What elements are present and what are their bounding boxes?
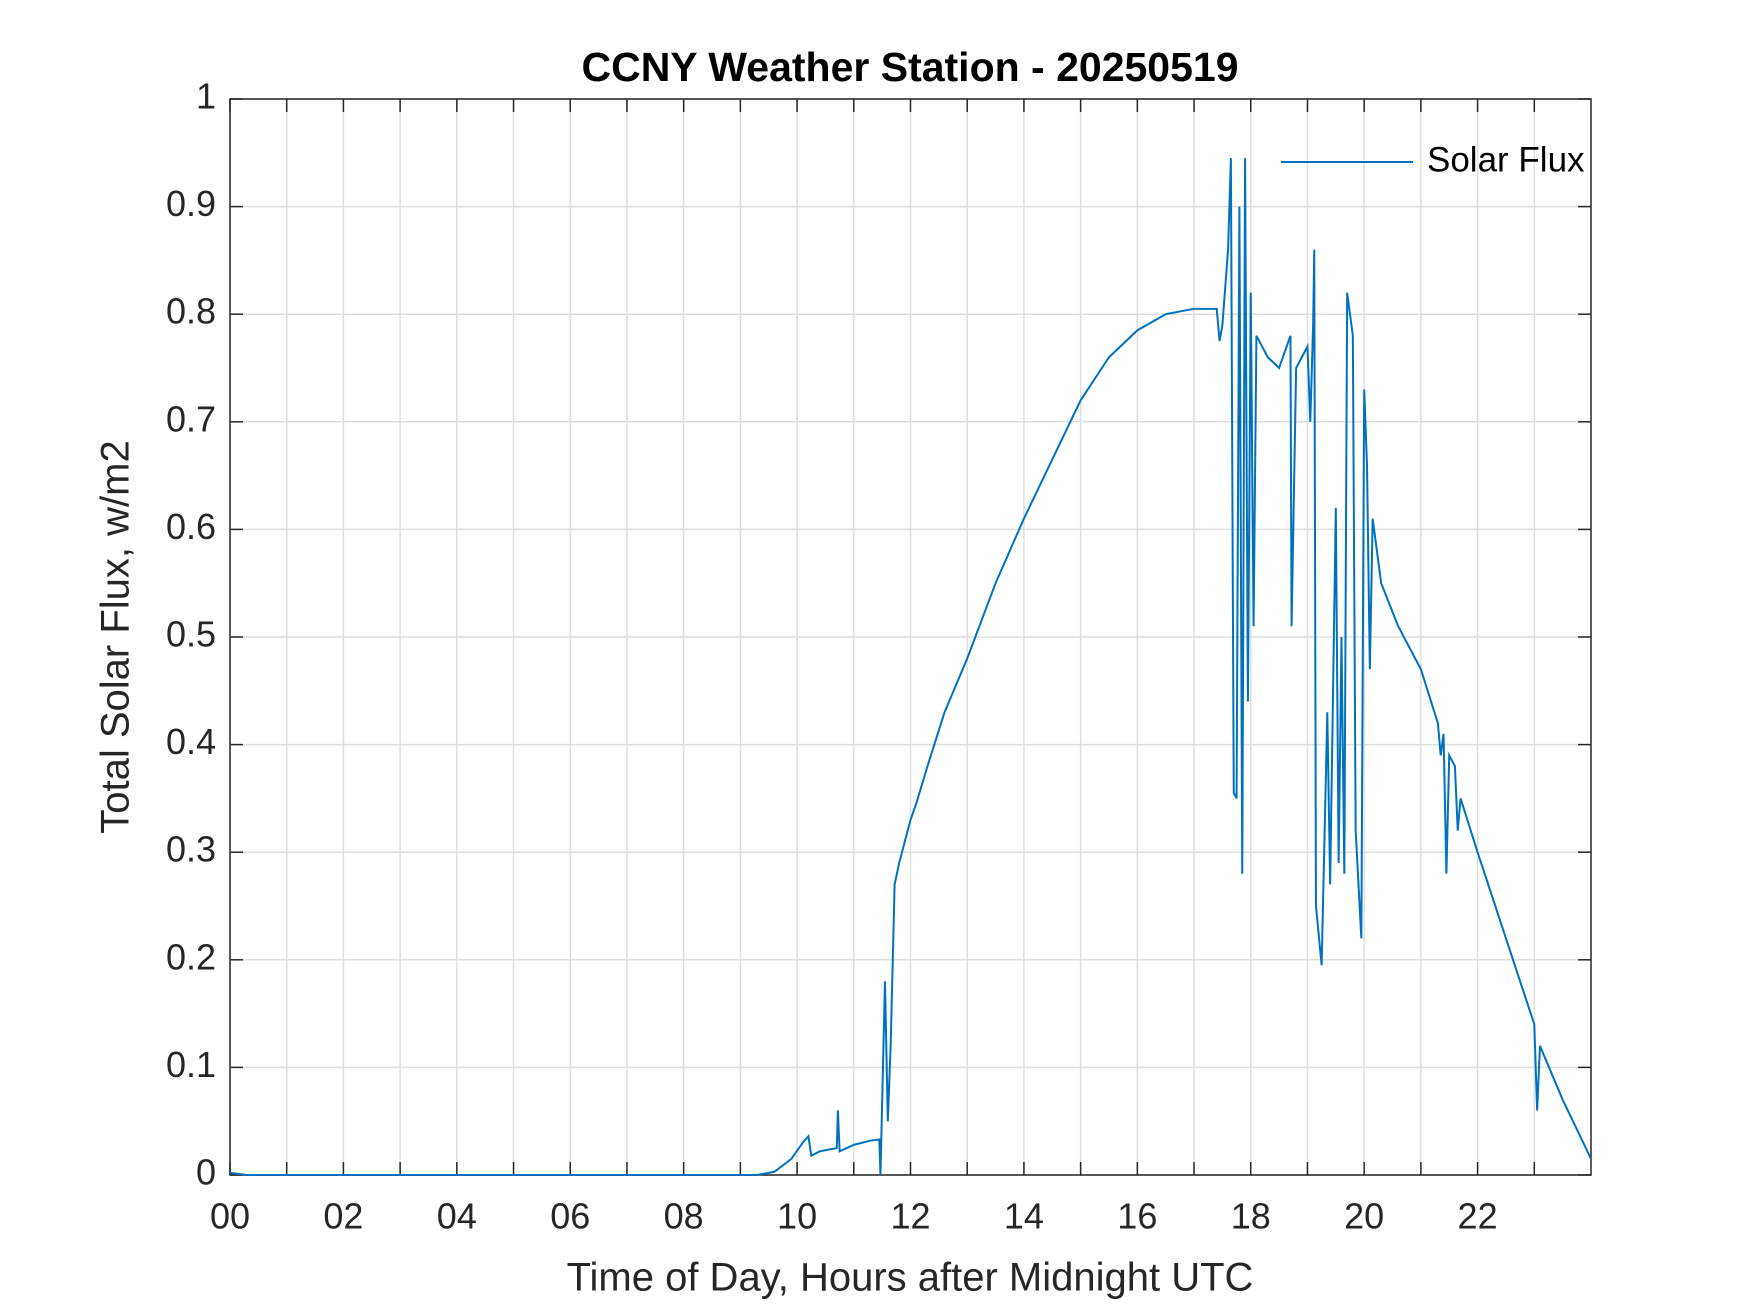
x-tick-label: 04 — [437, 1196, 477, 1237]
x-tick-label: 10 — [777, 1196, 817, 1237]
y-tick-label: 0.7 — [166, 398, 216, 439]
y-tick-label: 0.8 — [166, 291, 216, 332]
y-tick-label: 0.2 — [166, 936, 216, 977]
x-tick-label: 06 — [550, 1196, 590, 1237]
x-tick-label: 18 — [1231, 1196, 1271, 1237]
chart-title: CCNY Weather Station - 20250519 — [581, 44, 1238, 90]
x-tick-label: 20 — [1344, 1196, 1384, 1237]
x-tick-label: 00 — [210, 1196, 250, 1237]
x-tick-label: 02 — [323, 1196, 363, 1237]
y-tick-label: 0 — [196, 1152, 216, 1193]
y-tick-label: 0.4 — [166, 721, 216, 762]
x-tick-label: 14 — [1004, 1196, 1044, 1237]
y-tick-label: 1 — [196, 76, 216, 117]
y-tick-label: 0.5 — [166, 614, 216, 655]
axes-box — [229, 98, 1592, 1176]
x-tick-label: 16 — [1117, 1196, 1157, 1237]
y-tick-label: 0.6 — [166, 506, 216, 547]
legend-label: Solar Flux — [1427, 140, 1585, 179]
data-line — [229, 158, 1592, 1176]
x-tick-label: 12 — [890, 1196, 930, 1237]
x-tick-label: 08 — [664, 1196, 704, 1237]
y-tick-label: 0.3 — [166, 829, 216, 870]
y-tick-label: 0.1 — [166, 1044, 216, 1085]
x-tick-label: 22 — [1458, 1196, 1498, 1237]
y-tick-label: 0.9 — [166, 183, 216, 224]
x-axis-label: Time of Day, Hours after Midnight UTC — [567, 1256, 1254, 1300]
y-axis-label: Total Solar Flux, w/m2 — [94, 440, 138, 833]
